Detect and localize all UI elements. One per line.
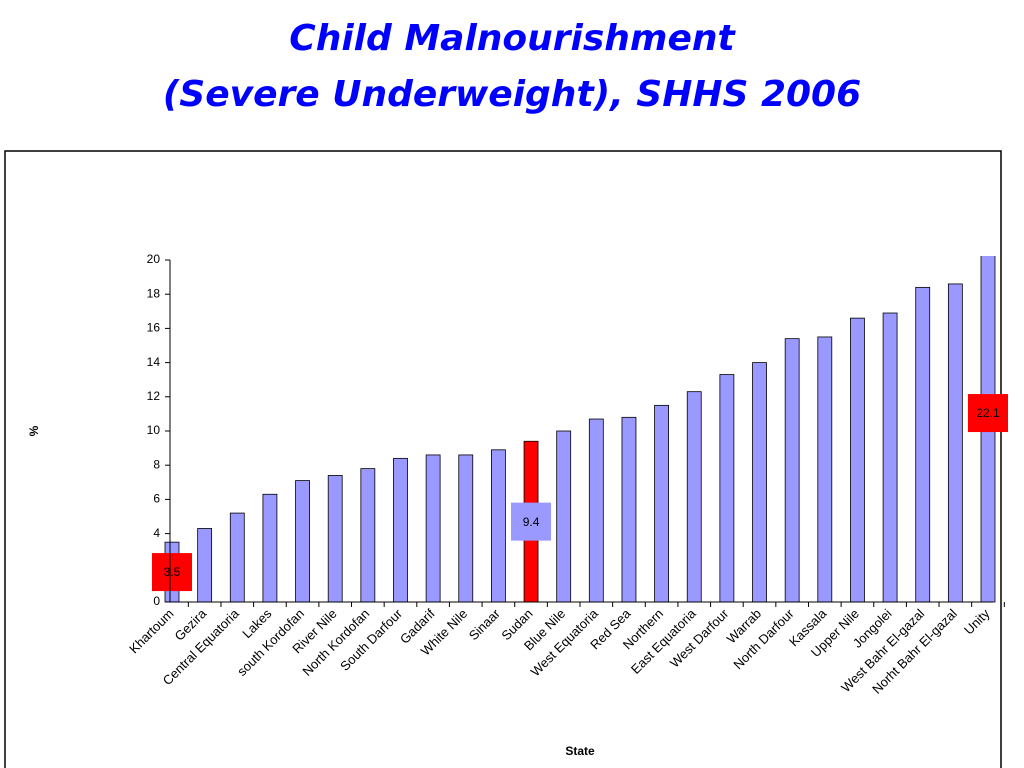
- bar: [850, 317, 865, 603]
- y-tick-label: 4: [153, 526, 160, 540]
- data-label: 3.5: [164, 565, 181, 579]
- data-label-box: [511, 502, 552, 541]
- x-axis-label: State: [565, 744, 595, 758]
- bar: [621, 416, 637, 603]
- data-label-box: [968, 394, 1008, 433]
- data-label: 9.4: [523, 515, 540, 529]
- y-tick-label: 18: [147, 286, 161, 300]
- bar: [686, 391, 702, 603]
- bar: [719, 374, 735, 603]
- y-tick-label: 6: [153, 492, 160, 506]
- y-tick-label: 0: [153, 594, 160, 608]
- bar: [425, 454, 441, 603]
- y-tick-label: 14: [147, 355, 161, 369]
- bar: [752, 362, 767, 603]
- bar: [556, 430, 572, 603]
- bar: [947, 283, 963, 603]
- bar: [654, 404, 669, 603]
- bar: [588, 418, 604, 603]
- chart-frame: [4, 150, 1002, 768]
- bar: [360, 468, 376, 603]
- y-axis-label: %: [27, 425, 41, 436]
- y-tick-label: 12: [147, 389, 161, 403]
- bar: [882, 312, 898, 603]
- y-tick-label: 8: [153, 457, 160, 471]
- bar: [229, 512, 245, 603]
- bar: [393, 457, 408, 603]
- chart-title: (Severe Underweight), SHHS 2006: [163, 74, 861, 115]
- bar: [915, 286, 931, 603]
- y-tick-label: 10: [147, 423, 161, 437]
- data-label: 22.1: [976, 406, 1000, 420]
- y-tick-label: 20: [147, 252, 161, 266]
- bar: [817, 336, 833, 603]
- bars: [164, 256, 996, 603]
- bar: [197, 528, 213, 603]
- bar: [784, 338, 800, 603]
- bar: [490, 449, 506, 603]
- x-tick-label: Khartoum: [126, 606, 176, 656]
- bar: [262, 493, 278, 603]
- bar: [327, 475, 343, 603]
- x-tick-label: Sinaar: [466, 605, 504, 643]
- bar: [295, 480, 310, 603]
- x-tick-label: Unity: [961, 606, 993, 638]
- bar: [458, 454, 474, 603]
- data-label-box: [152, 553, 192, 592]
- chart-title: Child Malnourishment: [289, 18, 736, 59]
- y-tick-label: 16: [147, 321, 161, 335]
